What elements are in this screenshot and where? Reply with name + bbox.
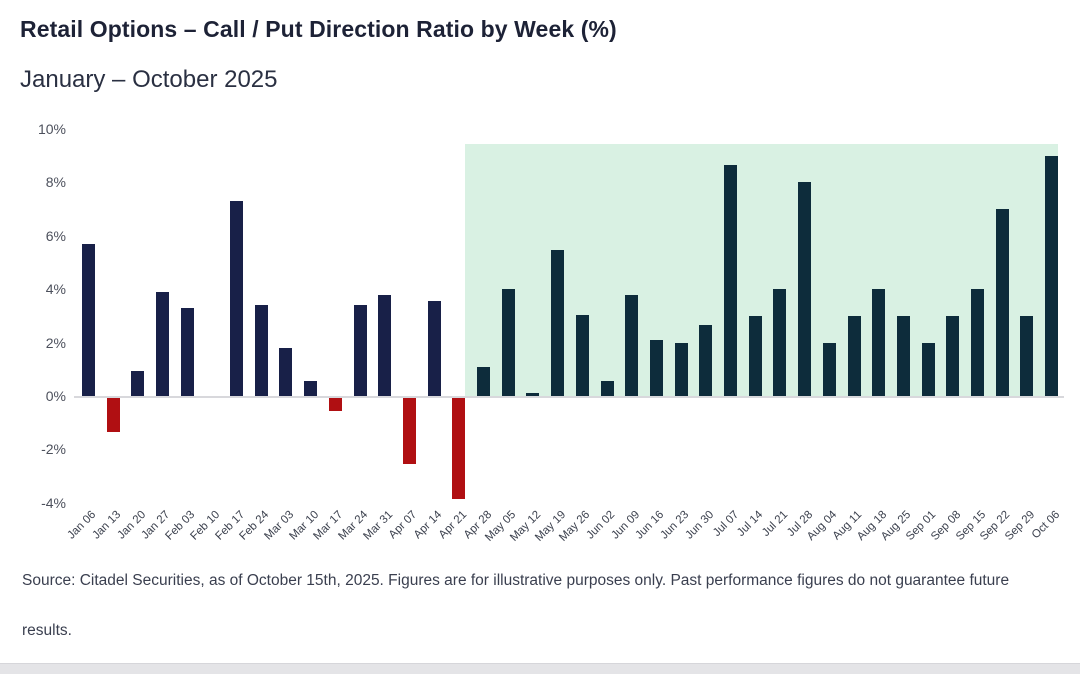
y-tick-label: 0% [45,388,66,404]
bar-apr-14 [427,301,441,396]
bar-apr-07 [402,397,416,465]
x-axis-line [74,395,1064,398]
bar-jun-16 [649,339,663,396]
bar-jul-28 [798,182,812,396]
bar-aug-18 [872,289,886,396]
chart-title: Retail Options – Call / Put Direction Ra… [20,16,617,42]
bar-sep-22 [995,209,1009,396]
bar-feb-17 [230,201,244,396]
bar-apr-21 [452,397,466,499]
y-tick-label: -4% [41,494,66,511]
bar-may-19 [551,250,565,396]
y-tick-label: 6% [45,227,66,244]
y-tick-label: 4% [45,281,66,298]
y-tick-label: 10% [37,121,66,137]
bar-mar-03 [279,347,293,396]
bar-mar-31 [378,294,392,396]
y-tick-label: 2% [45,334,66,351]
bar-mar-10 [304,381,318,396]
bar-may-12 [526,393,540,396]
bar-sep-15 [971,289,985,396]
bar-mar-24 [353,305,367,396]
bar-jul-21 [773,289,787,396]
bar-sep-08 [946,315,960,396]
bar-aug-25 [896,315,910,396]
bar-may-05 [501,289,515,396]
bar-aug-04 [822,342,836,396]
y-tick-label: 8% [45,174,66,191]
bar-jan-20 [131,370,145,396]
y-tick-label: -2% [41,441,66,458]
bar-jan-27 [155,291,169,396]
bar-jun-02 [600,381,614,396]
bar-aug-11 [847,315,861,396]
bar-jun-23 [674,342,688,396]
bar-chart: 10% 8% 6% 4% 2% 0% -2% -4% Jan 06 Jan 13 Jan 20 Jan… [0,120,1080,566]
chart-subtitle: January – October 2025 [20,66,278,93]
bar-mar-17 [328,397,342,411]
bar-jan-13 [106,397,120,433]
bar-sep-01 [921,342,935,396]
bar-jul-07 [724,165,738,396]
bar-apr-28 [477,366,491,396]
bar-feb-24 [254,305,268,396]
bar-oct-06 [1045,155,1059,396]
bar-may-26 [575,314,589,396]
bottom-divider [0,663,1080,674]
bar-jun-09 [625,294,639,396]
bar-sep-29 [1020,315,1034,396]
bar-jul-14 [748,315,762,396]
bar-feb-03 [180,307,194,396]
source-note: Source: Citadel Securities, as of Octobe… [22,572,1010,639]
bar-jun-30 [699,325,713,396]
bar-jan-06 [81,243,95,396]
